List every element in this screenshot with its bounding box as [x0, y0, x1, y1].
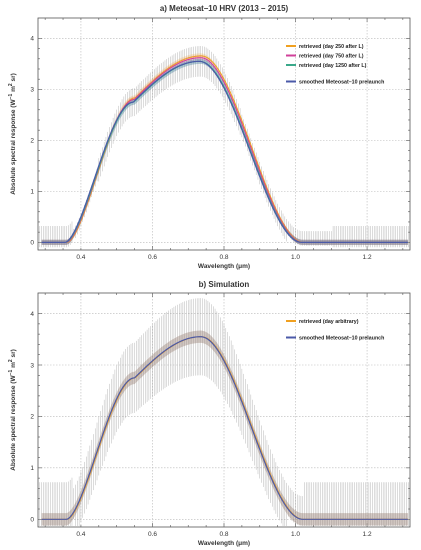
legend-label: smoothed Meteosat–10 prelaunch — [299, 336, 384, 342]
y-tick-label: 3 — [30, 362, 34, 369]
y-axis-label-part: m — [10, 86, 17, 94]
y-axis-label: Absolute spectral response (W−1 m2 sr) — [8, 349, 17, 471]
series-line — [41, 336, 408, 520]
legend-label: retrieved (day 750 after L) — [299, 54, 364, 60]
x-tick-label: 1.0 — [291, 254, 300, 261]
uncertainty-band — [41, 330, 409, 526]
uncertainty-band — [41, 330, 409, 526]
x-tick-label: 0.4 — [76, 531, 85, 538]
y-axis-label-part: Absolute spectral response (W — [10, 99, 17, 195]
x-tick-label: 1.2 — [363, 254, 372, 261]
y-tick-label: 2 — [30, 138, 34, 145]
legend-label: retrieved (day arbitrary) — [299, 319, 359, 325]
y-axis-label-part: 2 — [8, 83, 14, 86]
x-tick-label: 0.8 — [219, 531, 228, 538]
y-axis-label-part: m — [10, 362, 17, 370]
legend: retrieved (day 250 after L) retrieved (da… — [286, 44, 384, 86]
chart-panel-b: b) Simulation 0.4 0.6 0.8 1.0 1.2 0 1 2 3 4 Wavelen… — [8, 280, 411, 547]
chart-title: a) Meteosat–10 HRV (2013 – 2015) — [160, 4, 289, 13]
y-tick-label: 4 — [30, 311, 34, 318]
y-tick-label: 1 — [30, 189, 34, 196]
legend-label: retrieved (day 1250 after L) — [299, 63, 367, 69]
x-tick-label: 1.0 — [291, 531, 300, 538]
x-tick-label: 0.6 — [148, 531, 157, 538]
x-axis-label: Wavelength (μm) — [198, 263, 250, 270]
series-line — [41, 60, 408, 243]
y-tick-label: 3 — [30, 87, 34, 94]
x-tick-label: 1.2 — [363, 531, 372, 538]
y-axis-label-part: −1 — [8, 94, 14, 100]
x-axis-label: Wavelength (μm) — [198, 540, 250, 547]
y-axis-label-part: Absolute spectral response (W — [10, 375, 17, 471]
y-tick-label: 1 — [30, 465, 34, 472]
y-axis-label-part: sr) — [10, 349, 17, 359]
y-axis-label-part: sr) — [10, 73, 17, 83]
legend-label: smoothed Meteosat–10 prelaunch — [299, 80, 384, 86]
y-tick-label: 0 — [30, 517, 34, 524]
y-axis-label-part: 2 — [8, 359, 14, 362]
chart-panel-a: a) Meteosat–10 HRV (2013 – 2015) 0.4 0.6 0.… — [8, 4, 411, 270]
y-tick-label: 0 — [30, 240, 34, 247]
legend-label: retrieved (day 250 after L) — [299, 44, 364, 50]
x-tick-label: 0.4 — [76, 254, 85, 261]
x-tick-label: 0.8 — [219, 254, 228, 261]
chart-title: b) Simulation — [199, 280, 250, 289]
y-tick-label: 2 — [30, 414, 34, 421]
y-axis-label: Absolute spectral response (W−1 m2 sr) — [8, 73, 17, 195]
y-tick-label: 4 — [30, 36, 34, 43]
legend: retrieved (day arbitrary) smoothed Meteos… — [286, 319, 384, 342]
x-tick-label: 0.6 — [148, 254, 157, 261]
y-axis-label-part: −1 — [8, 370, 14, 376]
